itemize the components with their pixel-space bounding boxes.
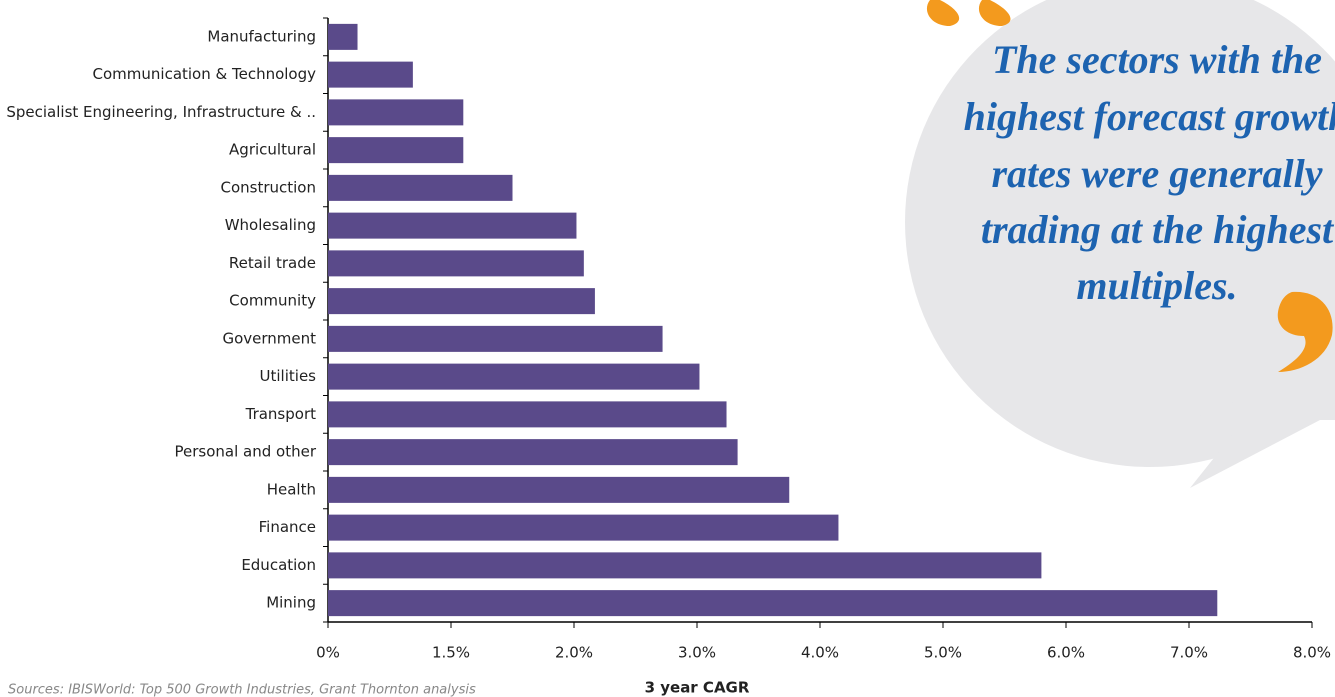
x-tick-label: 3.0% bbox=[678, 644, 716, 662]
bar bbox=[328, 326, 663, 352]
quote-line: rates were generally bbox=[991, 151, 1322, 196]
bar bbox=[328, 401, 727, 427]
x-tick-label: 7.0% bbox=[1170, 644, 1208, 662]
y-tick-label: Health bbox=[267, 480, 316, 498]
y-tick-label: Mining bbox=[266, 594, 316, 612]
bar bbox=[328, 515, 838, 541]
y-tick-label: Communication & Technology bbox=[93, 65, 317, 83]
x-axis-title: 3 year CAGR bbox=[645, 679, 750, 697]
x-tick-label: 8.0% bbox=[1293, 644, 1331, 662]
quote-line: multiples. bbox=[1076, 263, 1237, 308]
quote-line: The sectors with the bbox=[992, 37, 1322, 82]
y-tick-label: Transport bbox=[245, 405, 317, 423]
x-tick-label: 0% bbox=[316, 644, 340, 662]
source-note: Sources: IBISWorld: Top 500 Growth Indus… bbox=[8, 683, 476, 697]
bar bbox=[328, 175, 513, 201]
y-tick-label: Personal and other bbox=[175, 443, 317, 461]
y-tick-label: Utilities bbox=[260, 367, 317, 385]
x-tick-label: 1.5% bbox=[432, 644, 470, 662]
x-tick-label: 6.0% bbox=[1047, 644, 1085, 662]
bar bbox=[328, 590, 1217, 616]
bar bbox=[328, 552, 1041, 578]
bar bbox=[328, 439, 738, 465]
bar bbox=[328, 62, 413, 88]
y-tick-label: Retail trade bbox=[229, 254, 316, 272]
y-tick-label: Agricultural bbox=[229, 141, 316, 159]
y-tick-label: Specialist Engineering, Infrastructure &… bbox=[6, 103, 316, 121]
bar bbox=[328, 250, 584, 276]
y-tick-label: Education bbox=[241, 556, 316, 574]
y-tick-label: Wholesaling bbox=[225, 216, 316, 234]
quote-line: highest forecast growth bbox=[964, 94, 1335, 139]
bar bbox=[328, 213, 576, 239]
y-tick-label: Government bbox=[222, 329, 316, 347]
bar bbox=[328, 137, 463, 163]
x-tick-label: 5.0% bbox=[924, 644, 962, 662]
y-tick-label: Construction bbox=[220, 178, 316, 196]
x-tick-label: 2.0% bbox=[555, 644, 593, 662]
x-tick-label: 4.0% bbox=[801, 644, 839, 662]
bar bbox=[328, 364, 699, 390]
chart: The sectors with the highest forecast gr… bbox=[0, 0, 1335, 697]
bar bbox=[328, 99, 463, 125]
y-tick-label: Manufacturing bbox=[207, 27, 316, 45]
y-tick-label: Community bbox=[229, 292, 316, 310]
bar bbox=[328, 477, 789, 503]
quote-line: trading at the highest bbox=[981, 207, 1335, 252]
bar bbox=[328, 24, 358, 50]
y-tick-label: Finance bbox=[259, 518, 316, 536]
bar bbox=[328, 288, 595, 314]
